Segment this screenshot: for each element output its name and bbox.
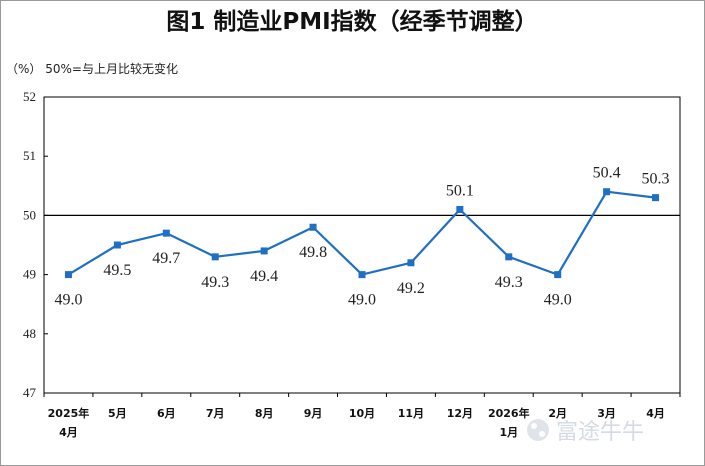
x-tick-label: 10月 bbox=[349, 407, 375, 420]
data-label: 49.2 bbox=[397, 280, 425, 297]
data-point bbox=[211, 253, 219, 261]
data-point bbox=[456, 205, 464, 213]
futu-logo-icon bbox=[527, 419, 549, 441]
data-label: 49.0 bbox=[54, 292, 82, 309]
data-label: 50.4 bbox=[593, 165, 621, 182]
x-tick-label: 4月 bbox=[59, 426, 78, 439]
data-point bbox=[652, 194, 660, 202]
y-tick-label: 47 bbox=[23, 385, 37, 400]
y-tick-label: 48 bbox=[23, 326, 36, 341]
data-label: 49.7 bbox=[152, 250, 180, 267]
x-tick-label: 2025年 bbox=[48, 406, 90, 420]
data-label: 49.0 bbox=[348, 292, 376, 309]
x-tick-label: 11月 bbox=[398, 407, 424, 420]
y-tick-label: 52 bbox=[23, 89, 36, 104]
plot-border bbox=[43, 96, 681, 394]
data-label: 49.3 bbox=[495, 274, 523, 291]
data-point bbox=[113, 241, 121, 249]
data-point bbox=[554, 271, 562, 279]
x-tick-label: 6月 bbox=[157, 407, 176, 420]
chart-subtitle: （%） 50%=与上月比较无变化 bbox=[6, 61, 178, 76]
plot-area: 52 51 50 49 48 47 2025年 4月 5月 6月 7月 8月 9月 10月 11月 12月 20… bbox=[23, 89, 681, 439]
x-tick-label: 1月 bbox=[499, 426, 518, 439]
data-point bbox=[603, 188, 611, 196]
x-tick-label: 12月 bbox=[447, 407, 473, 420]
data-point bbox=[162, 229, 170, 237]
data-label: 49.5 bbox=[103, 262, 131, 279]
chart-title: 图1 制造业PMI指数（经季节调整） bbox=[166, 8, 537, 35]
x-tick-label: 8月 bbox=[255, 407, 274, 420]
x-tick-label: 3月 bbox=[597, 407, 616, 420]
data-point bbox=[358, 271, 366, 279]
x-tick-label: 5月 bbox=[108, 407, 127, 420]
y-tick-label: 49 bbox=[23, 267, 36, 282]
data-point bbox=[260, 247, 268, 255]
x-tick-label: 4月 bbox=[646, 407, 665, 420]
data-label: 50.3 bbox=[642, 171, 670, 188]
x-tick-label: 9月 bbox=[304, 407, 323, 420]
data-point bbox=[309, 223, 317, 231]
data-label: 49.8 bbox=[299, 244, 327, 261]
watermark-text: 富途牛牛 bbox=[556, 420, 644, 445]
y-tick-label: 50 bbox=[23, 207, 36, 222]
data-label: 49.3 bbox=[201, 274, 229, 291]
y-tick-label: 51 bbox=[23, 148, 36, 163]
data-label: 50.1 bbox=[446, 182, 474, 199]
data-point bbox=[64, 271, 72, 279]
data-point bbox=[505, 253, 513, 261]
x-tick-label: 2月 bbox=[548, 407, 567, 420]
data-label: 49.4 bbox=[250, 268, 278, 285]
x-tick-label: 2026年 bbox=[488, 406, 530, 420]
data-point bbox=[407, 259, 415, 267]
x-tick-label: 7月 bbox=[206, 407, 225, 420]
data-label: 49.0 bbox=[544, 292, 572, 309]
watermark: 富途牛牛 bbox=[527, 419, 644, 445]
